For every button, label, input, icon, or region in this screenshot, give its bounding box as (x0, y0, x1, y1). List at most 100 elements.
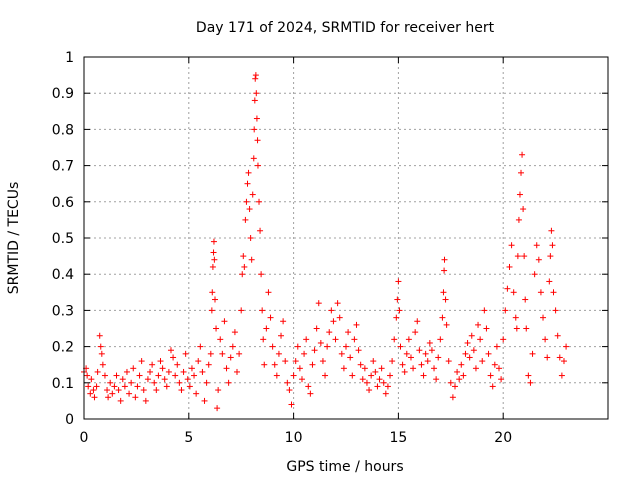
y-tick-label: 0.3 (52, 303, 74, 319)
data-point (363, 379, 370, 386)
data-point (324, 343, 331, 350)
data-point (340, 365, 347, 372)
data-point (170, 354, 177, 361)
data-point (387, 372, 394, 379)
data-point (552, 307, 559, 314)
data-point (248, 256, 255, 263)
data-point (533, 242, 540, 249)
data-point (516, 191, 523, 198)
data-point (138, 358, 145, 365)
data-point (366, 387, 373, 394)
data-point (309, 361, 316, 368)
data-point (197, 343, 204, 350)
data-point (288, 401, 295, 408)
y-tick-label: 0.1 (52, 376, 74, 392)
data-point (353, 321, 360, 328)
data-point (424, 358, 431, 365)
data-point (422, 350, 429, 357)
data-point (212, 296, 218, 303)
data-point (247, 235, 254, 241)
data-point (111, 383, 118, 390)
data-point (374, 383, 381, 390)
data-point (280, 318, 287, 325)
y-tick-label: 0.4 (52, 267, 74, 283)
data-point (301, 350, 308, 357)
data-point (416, 347, 423, 354)
data-point (240, 253, 247, 260)
data-point (437, 336, 444, 343)
data-point (544, 354, 551, 361)
data-point (258, 271, 265, 278)
data-point (376, 376, 383, 383)
data-point (251, 97, 258, 104)
data-point (227, 354, 234, 361)
x-tick-label: 20 (494, 430, 512, 446)
data-point (245, 169, 252, 176)
data-point (435, 354, 442, 361)
data-point (93, 383, 100, 390)
data-point (132, 394, 139, 401)
data-point (479, 358, 486, 365)
data-point (294, 343, 301, 350)
data-point (506, 263, 513, 270)
data-point (210, 249, 217, 256)
data-point (491, 361, 498, 368)
data-point (384, 383, 391, 390)
data-point (123, 368, 130, 375)
data-point (483, 325, 490, 332)
data-point (165, 368, 172, 375)
data-point (326, 329, 333, 336)
data-point (456, 376, 463, 383)
data-point (104, 387, 111, 394)
data-point (260, 336, 267, 343)
data-point (338, 350, 345, 357)
chart-grid (84, 57, 608, 419)
x-axis: 0 5 10 15 20 (80, 57, 512, 446)
data-point (193, 390, 200, 397)
data-point (548, 227, 555, 234)
data-point (394, 296, 401, 303)
data-point (88, 376, 95, 383)
data-point (500, 336, 507, 343)
data-point (546, 278, 553, 285)
data-point (357, 361, 364, 368)
data-point (468, 332, 475, 339)
data-point (515, 216, 522, 223)
data-point (207, 350, 214, 357)
data-point (119, 376, 126, 383)
data-point (284, 379, 291, 386)
data-point (278, 332, 285, 339)
data-point (466, 354, 473, 361)
data-point (128, 379, 135, 386)
data-point (303, 336, 310, 343)
data-point (560, 358, 567, 365)
data-point (101, 372, 108, 379)
data-point (96, 332, 103, 339)
data-point (418, 361, 425, 368)
data-point (94, 368, 101, 375)
data-point (563, 343, 570, 350)
data-point (234, 368, 241, 375)
data-point (257, 227, 264, 234)
x-tick-label: 10 (285, 430, 303, 446)
data-point (529, 350, 536, 357)
data-point (368, 372, 375, 379)
data-point (361, 365, 368, 372)
data-point (391, 336, 398, 343)
data-point (412, 329, 419, 336)
data-point (130, 365, 137, 372)
data-point (205, 361, 212, 368)
data-point (502, 307, 509, 314)
data-point (372, 368, 379, 375)
data-point (531, 271, 538, 278)
data-point (163, 383, 170, 390)
y-tick-label: 0 (65, 412, 74, 428)
data-point (107, 379, 114, 386)
data-point (475, 321, 482, 328)
data-point (514, 253, 521, 260)
data-point (460, 372, 467, 379)
data-point (370, 358, 377, 365)
data-point (439, 314, 446, 321)
data-point (537, 289, 544, 296)
